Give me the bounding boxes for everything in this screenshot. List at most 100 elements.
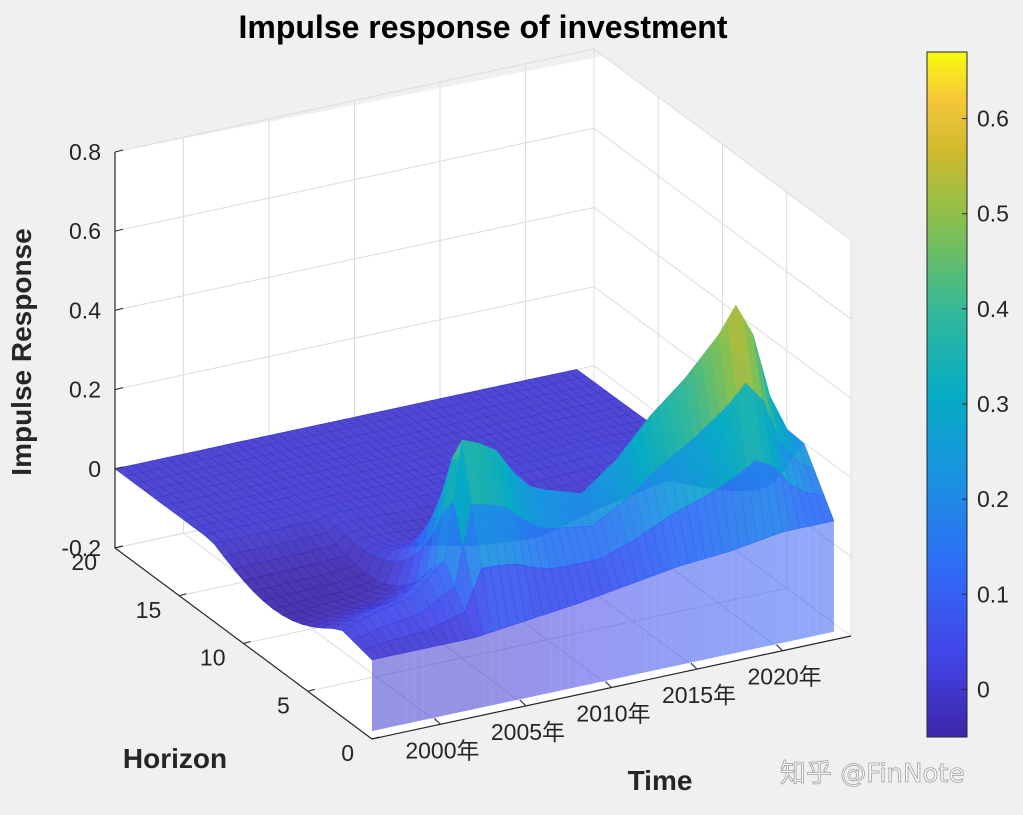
surface-front-face xyxy=(372,657,381,732)
z-tick-label: 0.8 xyxy=(69,139,101,165)
x-tick xyxy=(605,681,612,688)
surface-front-face xyxy=(560,606,569,691)
surface-front-face xyxy=(423,646,432,721)
z-tick xyxy=(114,545,124,549)
z-tick-label: 0.6 xyxy=(69,218,101,244)
surface-front-face xyxy=(782,530,792,643)
x-tick xyxy=(519,699,527,707)
z-tick xyxy=(114,387,124,391)
surface-front-face xyxy=(414,648,424,722)
surface-front-face xyxy=(406,650,415,724)
surface-front-face xyxy=(628,581,638,676)
colorbar-tick-label: 0.5 xyxy=(977,201,1009,227)
x-axis-label: Time xyxy=(628,765,693,796)
surface-front-face xyxy=(517,620,526,700)
surface-front-face xyxy=(748,541,757,651)
z-tick-label: 0 xyxy=(88,456,101,482)
surface-front-face xyxy=(654,572,663,671)
x-tick-label: 2005年 xyxy=(491,719,565,745)
surface-front-face xyxy=(602,591,612,682)
z-tick xyxy=(114,307,124,311)
surface-front-face xyxy=(457,639,467,713)
surface-front-face xyxy=(816,522,826,636)
surface-front-face xyxy=(774,531,783,645)
surface-front-face xyxy=(611,587,621,680)
surface-front-face xyxy=(679,563,689,665)
x-tick xyxy=(434,717,441,725)
z-tick xyxy=(114,149,124,153)
colorbar-tick-label: 0 xyxy=(977,676,990,702)
y-tick xyxy=(179,593,187,597)
x-tick-label: 2020年 xyxy=(747,664,821,690)
tick-labels: 2000年 2005年 2010年 2015年 2020年 0 5 10 15 20-0.2 0 0.… xyxy=(61,139,821,766)
colorbar-tick-label: 0.1 xyxy=(977,581,1009,607)
x-tick-label: 2015年 xyxy=(662,682,736,708)
surface-front-face xyxy=(765,535,775,647)
surface-front-face xyxy=(466,637,475,711)
surface-front-face xyxy=(585,597,595,686)
surface-front-face xyxy=(637,578,646,675)
surface-front-face xyxy=(389,654,398,728)
surface-front-face xyxy=(697,558,706,662)
x-tick-label: 2010年 xyxy=(576,701,650,727)
surface-front-face xyxy=(825,520,834,634)
surface-front-face xyxy=(756,538,766,649)
surface-front-face xyxy=(543,612,552,695)
colorbar-tick-label: 0.4 xyxy=(977,296,1009,322)
z-tick-label: 0.4 xyxy=(69,297,101,323)
surface-front-face xyxy=(671,565,680,667)
z-tick-label: 0.2 xyxy=(69,377,101,403)
surface-front-face xyxy=(722,550,732,656)
surface-front-face xyxy=(645,575,655,673)
colorbar-tick-label: 0.3 xyxy=(977,391,1009,417)
surface-front-face xyxy=(500,626,509,704)
surface-front-face xyxy=(705,555,715,660)
z-axis-label: Impulse Response xyxy=(6,228,37,475)
z-tick-label: -0.2 xyxy=(61,535,101,561)
x-tick xyxy=(776,644,783,652)
colorbar-tick-label: 0.6 xyxy=(977,106,1009,132)
z-tick xyxy=(114,228,124,232)
surface-front-face xyxy=(688,560,698,664)
x-tick xyxy=(690,662,698,670)
chart-title: Impulse response of investment xyxy=(238,9,727,45)
y-tick-label: 0 xyxy=(341,740,354,766)
surface-front-face xyxy=(483,632,492,708)
surface-front-face xyxy=(620,584,629,678)
surface-front-face xyxy=(551,609,561,693)
surface-front-face xyxy=(662,569,672,669)
surface-front-face xyxy=(474,634,484,710)
surface-front-face xyxy=(799,526,809,640)
surface-front-face xyxy=(568,603,578,689)
y-tick-label: 20 xyxy=(71,549,97,575)
colorbar-tick-label: 0.2 xyxy=(977,486,1009,512)
y-tick-label: 10 xyxy=(200,645,226,671)
z-tick xyxy=(114,466,124,470)
colorbar xyxy=(926,51,968,738)
surface-front-face xyxy=(739,544,749,652)
surface-front-face xyxy=(594,594,603,684)
y-tick xyxy=(307,688,315,692)
x-tick-label: 2000年 xyxy=(405,737,479,763)
surface-front-face xyxy=(397,652,407,726)
colorbar-ticks: 0 0.1 0.2 0.3 0.4 0.5 0.6 xyxy=(962,106,1009,702)
surface-front-face xyxy=(431,645,441,719)
surface-front-face xyxy=(534,615,544,697)
surface-front-face xyxy=(508,623,518,702)
surface-front-face xyxy=(525,617,535,698)
surface-front-face xyxy=(731,547,740,654)
surface-front-face xyxy=(491,629,501,706)
surface xyxy=(114,304,835,732)
y-tick-label: 5 xyxy=(277,692,290,718)
surface-front-face xyxy=(808,524,817,638)
surface-front-face xyxy=(380,656,390,730)
y-axis-label: Horizon xyxy=(123,743,227,774)
surface-front-face xyxy=(714,553,723,658)
y-tick-label: 15 xyxy=(136,597,162,623)
watermark: 知乎 @FinNote xyxy=(780,759,965,789)
y-tick xyxy=(371,736,380,740)
surface-front-face xyxy=(577,600,586,687)
surface-front-face xyxy=(448,641,458,715)
